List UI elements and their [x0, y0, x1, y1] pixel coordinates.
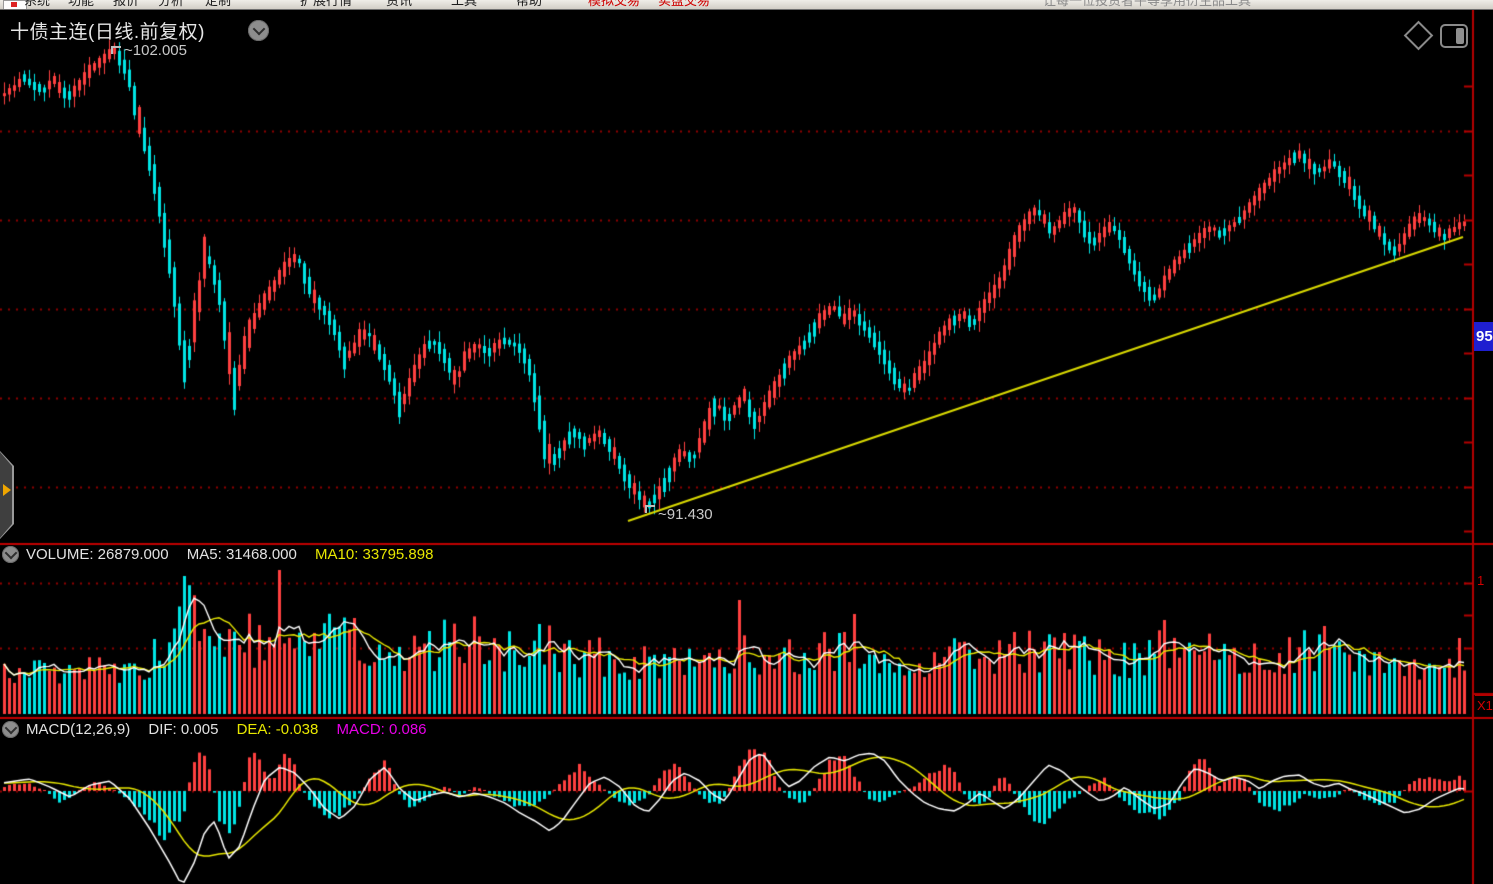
collapse-main-pane-icon[interactable] [248, 20, 269, 41]
volume-axis-label: 1 [1477, 573, 1485, 588]
volume-ma10-value: MA10: 33795.898 [315, 546, 434, 563]
menu-item-1[interactable]: 功能 [68, 0, 95, 8]
sidebar-collapse-handle[interactable] [0, 451, 14, 539]
menu-item-6[interactable]: 资讯 [386, 0, 413, 8]
menu-item-8[interactable]: 帮助 [516, 0, 543, 8]
volume-legend: VOLUME: 26879.000 MA5: 31468.000 MA10: 3… [26, 546, 447, 563]
menu-item-5[interactable]: 扩展行情 [300, 0, 353, 8]
collapse-volume-pane-icon[interactable] [2, 546, 19, 563]
volume-value: VOLUME: 26879.000 [26, 546, 169, 563]
app-logo-icon[interactable] [3, 0, 27, 9]
collapse-macd-pane-icon[interactable] [2, 721, 19, 738]
menu-item-2[interactable]: 报价 [113, 0, 140, 8]
macd-legend: MACD(12,26,9) DIF: 0.005 DEA: -0.038 MAC… [26, 721, 441, 738]
high-price-label: ~102.005 [124, 42, 187, 59]
menu-item-3[interactable]: 分析 [158, 0, 185, 8]
macd-dea-value: DEA: -0.038 [236, 721, 319, 738]
menu-disclaimer: 让每一位投资者平等享用衍生品工具 [1043, 0, 1252, 8]
menu-bar: 系统 功能 报价 分析 定制 扩展行情 资讯 工具 帮助 模拟交易 实盘交易 让每一位投资者平等享用衍… [0, 0, 1493, 10]
volume-multiplier-label: X1 [1475, 694, 1493, 716]
macd-dif-value: DIF: 0.005 [148, 721, 219, 738]
low-price-label: ~91.430 [658, 506, 713, 523]
high-marker-icon [111, 46, 121, 54]
arrow-right-icon [3, 484, 11, 496]
menu-item-10[interactable]: 实盘交易 [658, 0, 711, 8]
menu-item-4[interactable]: 定制 [205, 0, 232, 8]
menu-item-0[interactable]: 系统 [24, 0, 51, 8]
last-price-badge: 95. [1474, 322, 1493, 351]
macd-macd-value: MACD: 0.086 [336, 721, 427, 738]
chevron-down-icon [4, 546, 17, 560]
volume-ma5-value: MA5: 31468.000 [186, 546, 297, 563]
chart-title: 十债主连(日线.前复权) [10, 22, 205, 43]
low-marker-icon [645, 505, 655, 513]
macd-name: MACD(12,26,9) [26, 721, 131, 738]
panel-fill [1456, 28, 1464, 44]
menu-item-7[interactable]: 工具 [451, 0, 478, 8]
chevron-down-icon [252, 22, 265, 36]
chevron-down-icon [4, 721, 17, 735]
panel-layout-icon[interactable] [1440, 24, 1468, 48]
menu-item-9[interactable]: 模拟交易 [588, 0, 641, 8]
